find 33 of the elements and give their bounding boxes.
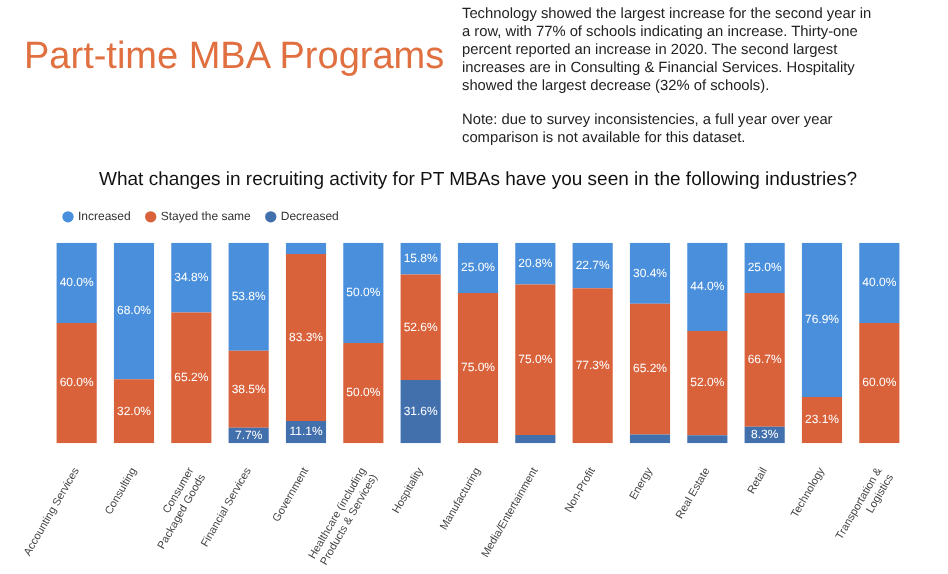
bar [228,350,269,428]
bar [744,242,785,293]
bar [285,242,327,255]
bar [56,323,97,444]
bar [687,242,728,332]
bar [343,343,384,444]
bar [400,379,441,444]
bar [629,242,671,304]
bar [113,242,155,380]
bar [687,435,728,444]
bar [629,434,671,444]
bar [343,242,384,344]
bar [859,323,900,444]
bar [171,242,212,313]
bar [113,379,155,444]
bar [687,331,728,436]
bar [457,292,499,444]
bar [228,242,269,351]
bar [515,284,556,435]
bar [801,396,843,444]
bar [859,242,900,323]
chart-subtitle: What changes in recruiting activity for PT MBAs have you seen in the following industries? [99,168,857,191]
chart-title: Part-time MBA Programs [24,36,445,80]
bar [515,434,556,444]
bar [285,254,327,422]
bar [629,303,671,435]
bar [744,292,785,427]
bar [171,312,212,444]
bar [457,242,499,293]
bar [801,242,843,397]
bar [572,288,613,444]
bar [400,274,441,380]
bar [56,242,97,323]
